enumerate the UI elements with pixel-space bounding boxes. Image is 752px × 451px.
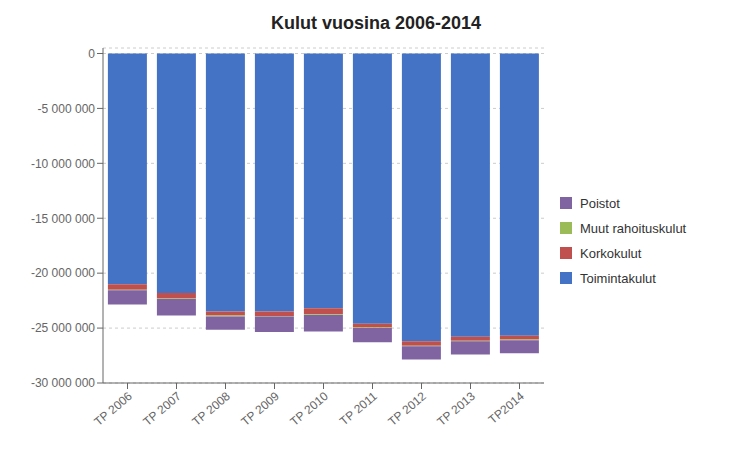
svg-text:TP 2008: TP 2008 <box>189 389 233 429</box>
html-text:Korkokulut: Korkokulut <box>580 245 642 261</box>
svg-text:TP2014: TP2014 <box>486 389 527 427</box>
html-text:Kulut vuosina 2006-2014: Kulut vuosina 2006-2014 <box>271 13 481 33</box>
svg-text:0: 0 <box>88 47 95 61</box>
svg-text:-25 000 000: -25 000 000 <box>31 321 95 335</box>
svg-text:-20 000 000: -20 000 000 <box>31 266 95 280</box>
svg-text:TP 2006: TP 2006 <box>91 389 135 429</box>
svg-text:TP 2007: TP 2007 <box>140 389 184 429</box>
html-text:Toimintakulut: Toimintakulut <box>580 270 656 286</box>
svg-text:TP 2013: TP 2013 <box>434 389 478 429</box>
svg-text:TP 2012: TP 2012 <box>385 389 429 429</box>
svg-text:-10 000 000: -10 000 000 <box>31 157 95 171</box>
svg-text:TP 2009: TP 2009 <box>238 389 282 429</box>
svg-text:-5 000 000: -5 000 000 <box>38 102 96 116</box>
svg-text:-30 000 000: -30 000 000 <box>31 376 95 390</box>
html-text:Muut rahoituskulut: Muut rahoituskulut <box>580 220 687 236</box>
html-text:Poistot: Poistot <box>580 195 620 211</box>
svg-text:TP 2011: TP 2011 <box>337 389 380 428</box>
svg-text:-15 000 000: -15 000 000 <box>31 212 95 226</box>
svg-text:TP 2010: TP 2010 <box>287 389 331 429</box>
